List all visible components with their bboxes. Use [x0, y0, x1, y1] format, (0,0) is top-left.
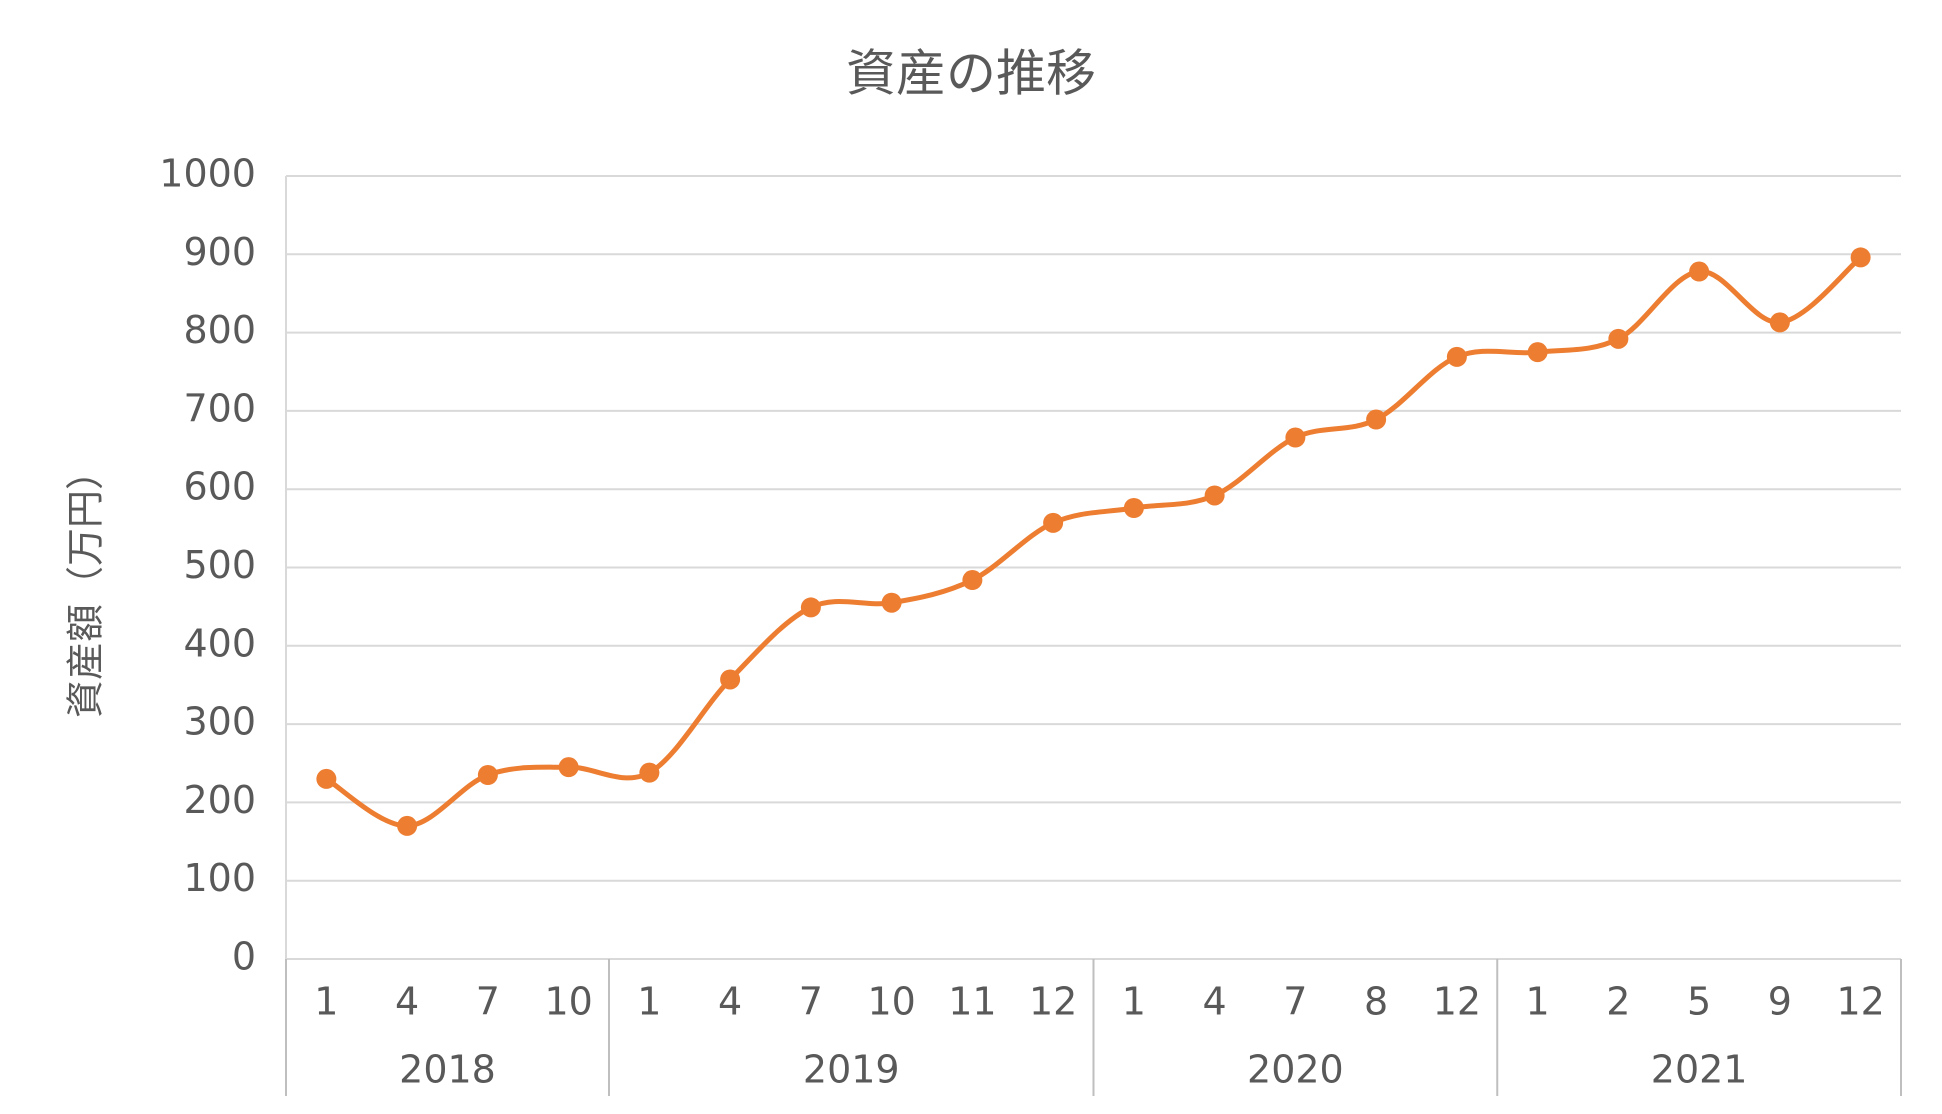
x-tick-label: 4 — [1203, 980, 1227, 1024]
x-tick-label: 7 — [799, 980, 823, 1024]
y-tick-label: 800 — [183, 308, 256, 352]
x-group-label: 2019 — [803, 1048, 900, 1092]
line — [325, 255, 1863, 829]
point — [639, 762, 660, 783]
y-tick-label: 400 — [183, 621, 256, 665]
x-tick-label: 4 — [395, 980, 419, 1024]
x-group-label: 2020 — [1247, 1048, 1344, 1092]
x-tick-label: 1 — [637, 980, 661, 1024]
point — [1689, 261, 1710, 282]
point — [720, 669, 741, 690]
y-tick-label: 300 — [183, 700, 256, 744]
point — [881, 592, 902, 613]
x-tick-label: 11 — [948, 980, 996, 1024]
point — [1366, 409, 1387, 430]
x-tick-label: 7 — [476, 980, 500, 1024]
y-tick-label: 200 — [183, 778, 256, 822]
x-tick-label: 8 — [1364, 980, 1388, 1024]
point — [1446, 346, 1467, 367]
y-tick-label: 1000 — [159, 152, 256, 196]
y-tick-label: 500 — [183, 543, 256, 587]
point — [962, 570, 983, 591]
x-tick-label: 1 — [1122, 980, 1146, 1024]
x-tick-label: 12 — [1433, 980, 1481, 1024]
x-group-label: 2021 — [1651, 1048, 1748, 1092]
x-tick-label: 2 — [1606, 980, 1630, 1024]
point — [558, 757, 579, 778]
point — [1285, 427, 1306, 448]
x-tick-label: 10 — [867, 980, 915, 1024]
x-tick-label: 4 — [718, 980, 742, 1024]
y-tick-label: 700 — [183, 386, 256, 430]
y-tick-label: 0 — [232, 935, 256, 979]
point — [1608, 328, 1629, 349]
point — [1527, 342, 1548, 363]
y-axis-label: 資産額（万円） — [64, 452, 108, 718]
x-tick-label: 1 — [1526, 980, 1550, 1024]
point — [1123, 497, 1144, 518]
x-tick-label: 9 — [1768, 980, 1792, 1024]
y-tick-label: 900 — [183, 230, 256, 274]
x-group-label: 2018 — [399, 1048, 496, 1092]
point — [397, 815, 418, 836]
chart-title: 資産の推移 — [846, 45, 1096, 103]
x-tick-label: 10 — [544, 980, 592, 1024]
point — [477, 764, 498, 785]
x-tick-label: 5 — [1687, 980, 1711, 1024]
x-tick-label: 7 — [1283, 980, 1307, 1024]
y-tick-label: 100 — [183, 856, 256, 900]
x-tick-label: 12 — [1029, 980, 1077, 1024]
point — [800, 597, 821, 618]
y-tick-label: 600 — [183, 465, 256, 509]
point — [1204, 485, 1225, 506]
x-tick-label: 1 — [314, 980, 338, 1024]
point — [1769, 312, 1790, 333]
point — [1850, 247, 1871, 268]
x-tick-label: 12 — [1836, 980, 1884, 1024]
point — [316, 768, 337, 789]
point — [1043, 512, 1064, 533]
